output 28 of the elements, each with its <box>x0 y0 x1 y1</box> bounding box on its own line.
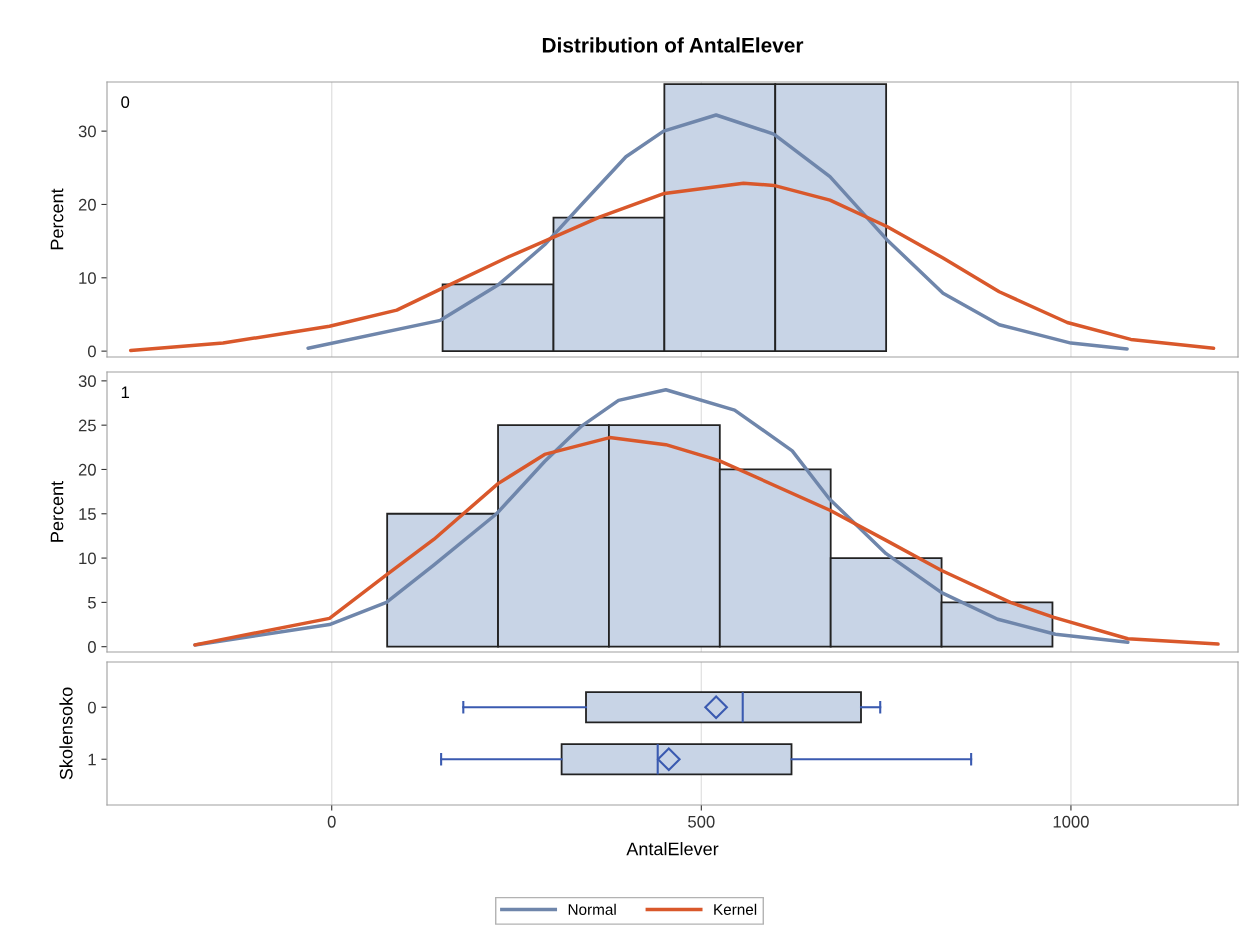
y-tick-label: 0 <box>87 641 96 653</box>
x-tick-label: 500 <box>688 815 715 828</box>
y-tick-label: 25 <box>78 419 96 432</box>
y-tick-label: 10 <box>79 552 96 565</box>
y-axis-title: Percent <box>50 481 64 542</box>
y-tick-label: 30 <box>78 125 96 138</box>
y-tick-label: 20 <box>78 463 96 476</box>
legend-label: Normal <box>568 903 616 915</box>
y-tick-label: 20 <box>78 198 96 211</box>
y-tick-label: 15 <box>79 508 96 520</box>
x-axis-title: AntalElever <box>626 842 719 856</box>
y-tick-label: 1 <box>88 753 96 766</box>
line-series <box>306 113 1129 351</box>
chart-title: Distribution of AntalElever <box>542 37 804 53</box>
y-tick-label: 5 <box>87 596 96 609</box>
x-tick-label: 1000 <box>1053 815 1089 828</box>
y-tick-label: 30 <box>78 375 96 388</box>
annotation: 0 <box>121 96 130 108</box>
line-series <box>193 435 1220 647</box>
legend-label: Kernel <box>714 903 757 915</box>
annotation: 1 <box>121 386 130 399</box>
y-tick-label: 0 <box>87 701 96 714</box>
y-axis-title: Skolensoko <box>59 687 73 780</box>
y-tick-label: 0 <box>87 345 96 358</box>
line-series <box>128 181 1216 353</box>
x-tick-label: 0 <box>327 815 336 828</box>
y-axis-title: Percent <box>50 188 64 250</box>
y-tick-label: 10 <box>79 272 96 284</box>
